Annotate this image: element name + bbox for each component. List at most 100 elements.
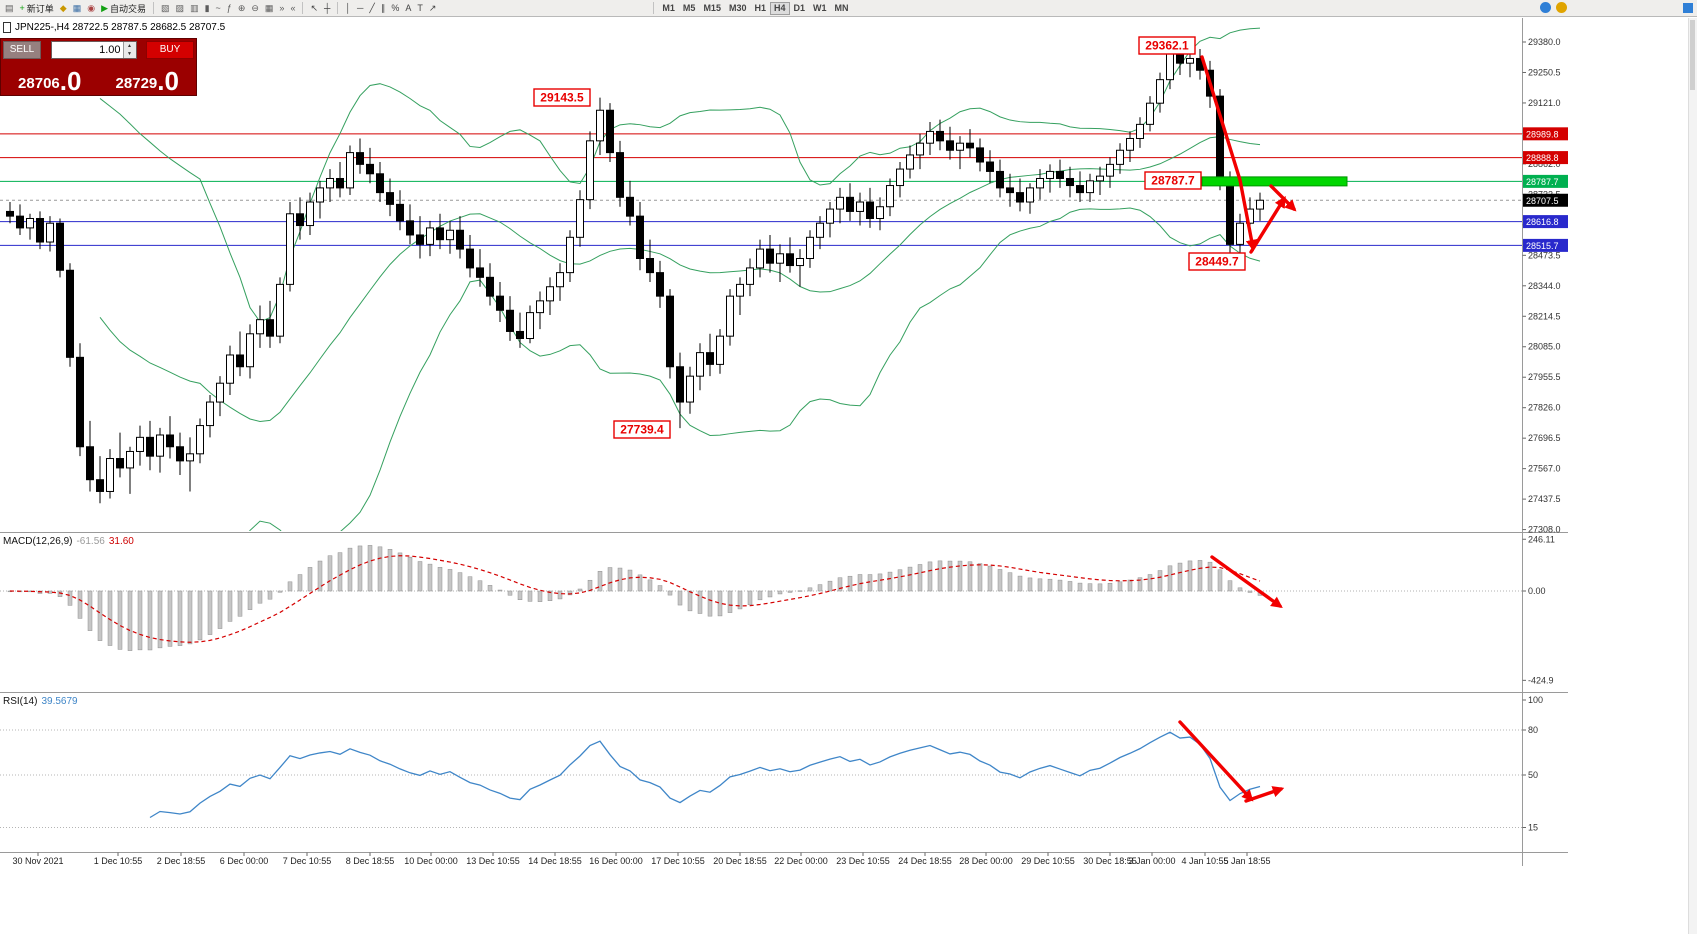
timeframe-h4[interactable]: H4: [769, 1, 790, 15]
timeframe-m5[interactable]: M5: [682, 2, 696, 13]
candlestick: [1236, 222, 1244, 245]
chart-shift-icon[interactable]: «: [287, 1, 298, 16]
macd-panel[interactable]: [0, 545, 1522, 651]
buy-price[interactable]: 28729.0: [99, 61, 197, 95]
candlestick: [366, 163, 374, 175]
zoom-in-icon[interactable]: ⊕: [235, 1, 249, 16]
candlestick: [1096, 175, 1104, 182]
candlestick: [406, 220, 414, 236]
support-zone-bar[interactable]: [1201, 176, 1348, 187]
macd-histogram-bar: [167, 590, 173, 647]
candlestick: [886, 185, 894, 208]
horizontal-line-icon[interactable]: ─: [354, 1, 366, 16]
fibonacci-icon: %: [391, 2, 400, 13]
updates-icon[interactable]: [1556, 2, 1567, 13]
timeframe-m15[interactable]: M15: [703, 2, 721, 13]
text-icon[interactable]: A: [402, 1, 414, 16]
trendline-icon[interactable]: ╱: [366, 1, 377, 16]
expert-advisors-icon[interactable]: ◆: [57, 1, 70, 16]
rsi-tick-label: 80: [1528, 725, 1538, 735]
timeframe-mn[interactable]: MN: [834, 2, 849, 13]
rsi-down-arrow[interactable]: [1178, 720, 1254, 802]
timeframe-m1[interactable]: M1: [662, 2, 675, 13]
price-annotation[interactable]: 27739.4: [613, 420, 671, 439]
candlestick: [1086, 180, 1094, 194]
candlestick: [1006, 187, 1014, 194]
sell-button[interactable]: SELL: [3, 41, 41, 59]
new-order-button[interactable]: + 新订单: [17, 1, 57, 16]
cursor-icon[interactable]: ↖: [307, 1, 321, 16]
price-annotation[interactable]: 28787.7: [1144, 171, 1202, 190]
rsi-panel[interactable]: [0, 729, 1522, 828]
price-bounce-arrow[interactable]: [1249, 196, 1286, 254]
candlestick: [136, 436, 144, 452]
chart-window-icon[interactable]: ▤: [2, 1, 17, 16]
macd-histogram-bar: [597, 571, 603, 592]
macd-histogram-bar: [227, 590, 233, 622]
autotrading-button[interactable]: ▶ 自动交易: [98, 1, 149, 16]
candlestick: [86, 446, 94, 481]
crosshair-icon[interactable]: ┼: [321, 1, 333, 16]
candlestick: [986, 161, 994, 172]
axes[interactable]: 29380.029250.529121.028991.528862.028732…: [0, 18, 1568, 866]
svg-text:29362.1: 29362.1: [1145, 39, 1189, 53]
time-tick-label: 23 Dec 10:55: [836, 856, 890, 866]
price-annotation[interactable]: 29143.5: [533, 88, 591, 107]
macd-histogram-bar: [67, 590, 73, 606]
time-tick-label: 29 Dec 10:55: [1021, 856, 1075, 866]
community-icon[interactable]: [1540, 2, 1551, 13]
price-down-arrow[interactable]: [1200, 55, 1258, 252]
candlestick: [626, 196, 634, 217]
timeframe-h1[interactable]: H1: [754, 2, 766, 13]
line-chart-icon[interactable]: ~: [213, 1, 224, 16]
profiles-icon[interactable]: ▨: [173, 1, 188, 16]
indicators-icon[interactable]: ƒ: [224, 1, 235, 16]
new-chart-icon[interactable]: ▧: [158, 1, 173, 16]
candlestick: [846, 196, 854, 212]
svg-text:29143.5: 29143.5: [540, 91, 584, 105]
price-tick-label: 29380.0: [1528, 37, 1561, 47]
timeframe-w1[interactable]: W1: [813, 2, 827, 13]
signals-icon[interactable]: ◉: [84, 1, 98, 16]
candlestick: [186, 453, 194, 462]
candlestick-chart-icon[interactable]: ▮: [202, 1, 213, 16]
macd-histogram-bar: [777, 590, 783, 595]
auto-scroll-icon[interactable]: »: [276, 1, 287, 16]
zoom-out-icon[interactable]: ⊖: [248, 1, 262, 16]
candlestick: [1256, 199, 1264, 210]
candlestick: [426, 227, 434, 245]
price-annotation[interactable]: 29362.1: [1138, 36, 1196, 55]
volume-input[interactable]: [51, 42, 123, 58]
tile-windows-icon[interactable]: ▦: [262, 1, 277, 16]
price-annotation[interactable]: 28449.7: [1188, 252, 1246, 271]
notifications-icon[interactable]: [1683, 3, 1693, 13]
volume-decrease-button[interactable]: ▼: [127, 51, 132, 57]
vertical-line-icon[interactable]: │: [342, 1, 354, 16]
timeframe-m30[interactable]: M30: [728, 2, 747, 13]
bar-chart-icon[interactable]: ▥: [187, 1, 202, 16]
macd-histogram-bar: [1087, 583, 1093, 592]
label-icon[interactable]: T: [414, 1, 426, 16]
buy-button[interactable]: BUY: [146, 41, 194, 59]
vertical-scrollbar[interactable]: [1688, 18, 1697, 934]
macd-histogram-bar: [527, 590, 533, 602]
main-chart-panel[interactable]: [0, 27, 1522, 589]
svg-text:28787.7: 28787.7: [1151, 174, 1195, 188]
candlestick: [26, 217, 34, 229]
market-icon[interactable]: ▦: [70, 1, 85, 16]
volume-increase-button[interactable]: ▲: [127, 43, 132, 49]
fibonacci-icon[interactable]: %: [388, 1, 402, 16]
price-tick-label: 28214.5: [1528, 311, 1561, 321]
chart-objects: 29362.1 29143.5 28787.7 28449.7 27739.4: [533, 36, 1348, 803]
price-pullback-arrow[interactable]: [1269, 184, 1297, 212]
rsi-bounce-arrow[interactable]: [1244, 786, 1285, 803]
macd-histogram-bar: [797, 590, 803, 592]
macd-histogram-bar: [657, 585, 663, 592]
arrows-icon[interactable]: ↗: [426, 1, 440, 16]
channel-icon[interactable]: ∥: [378, 1, 389, 16]
sell-price[interactable]: 28706.0: [1, 61, 99, 95]
timeframe-d1[interactable]: D1: [793, 2, 806, 13]
macd-down-arrow[interactable]: [1210, 555, 1283, 609]
scrollbar-thumb[interactable]: [1690, 20, 1695, 90]
